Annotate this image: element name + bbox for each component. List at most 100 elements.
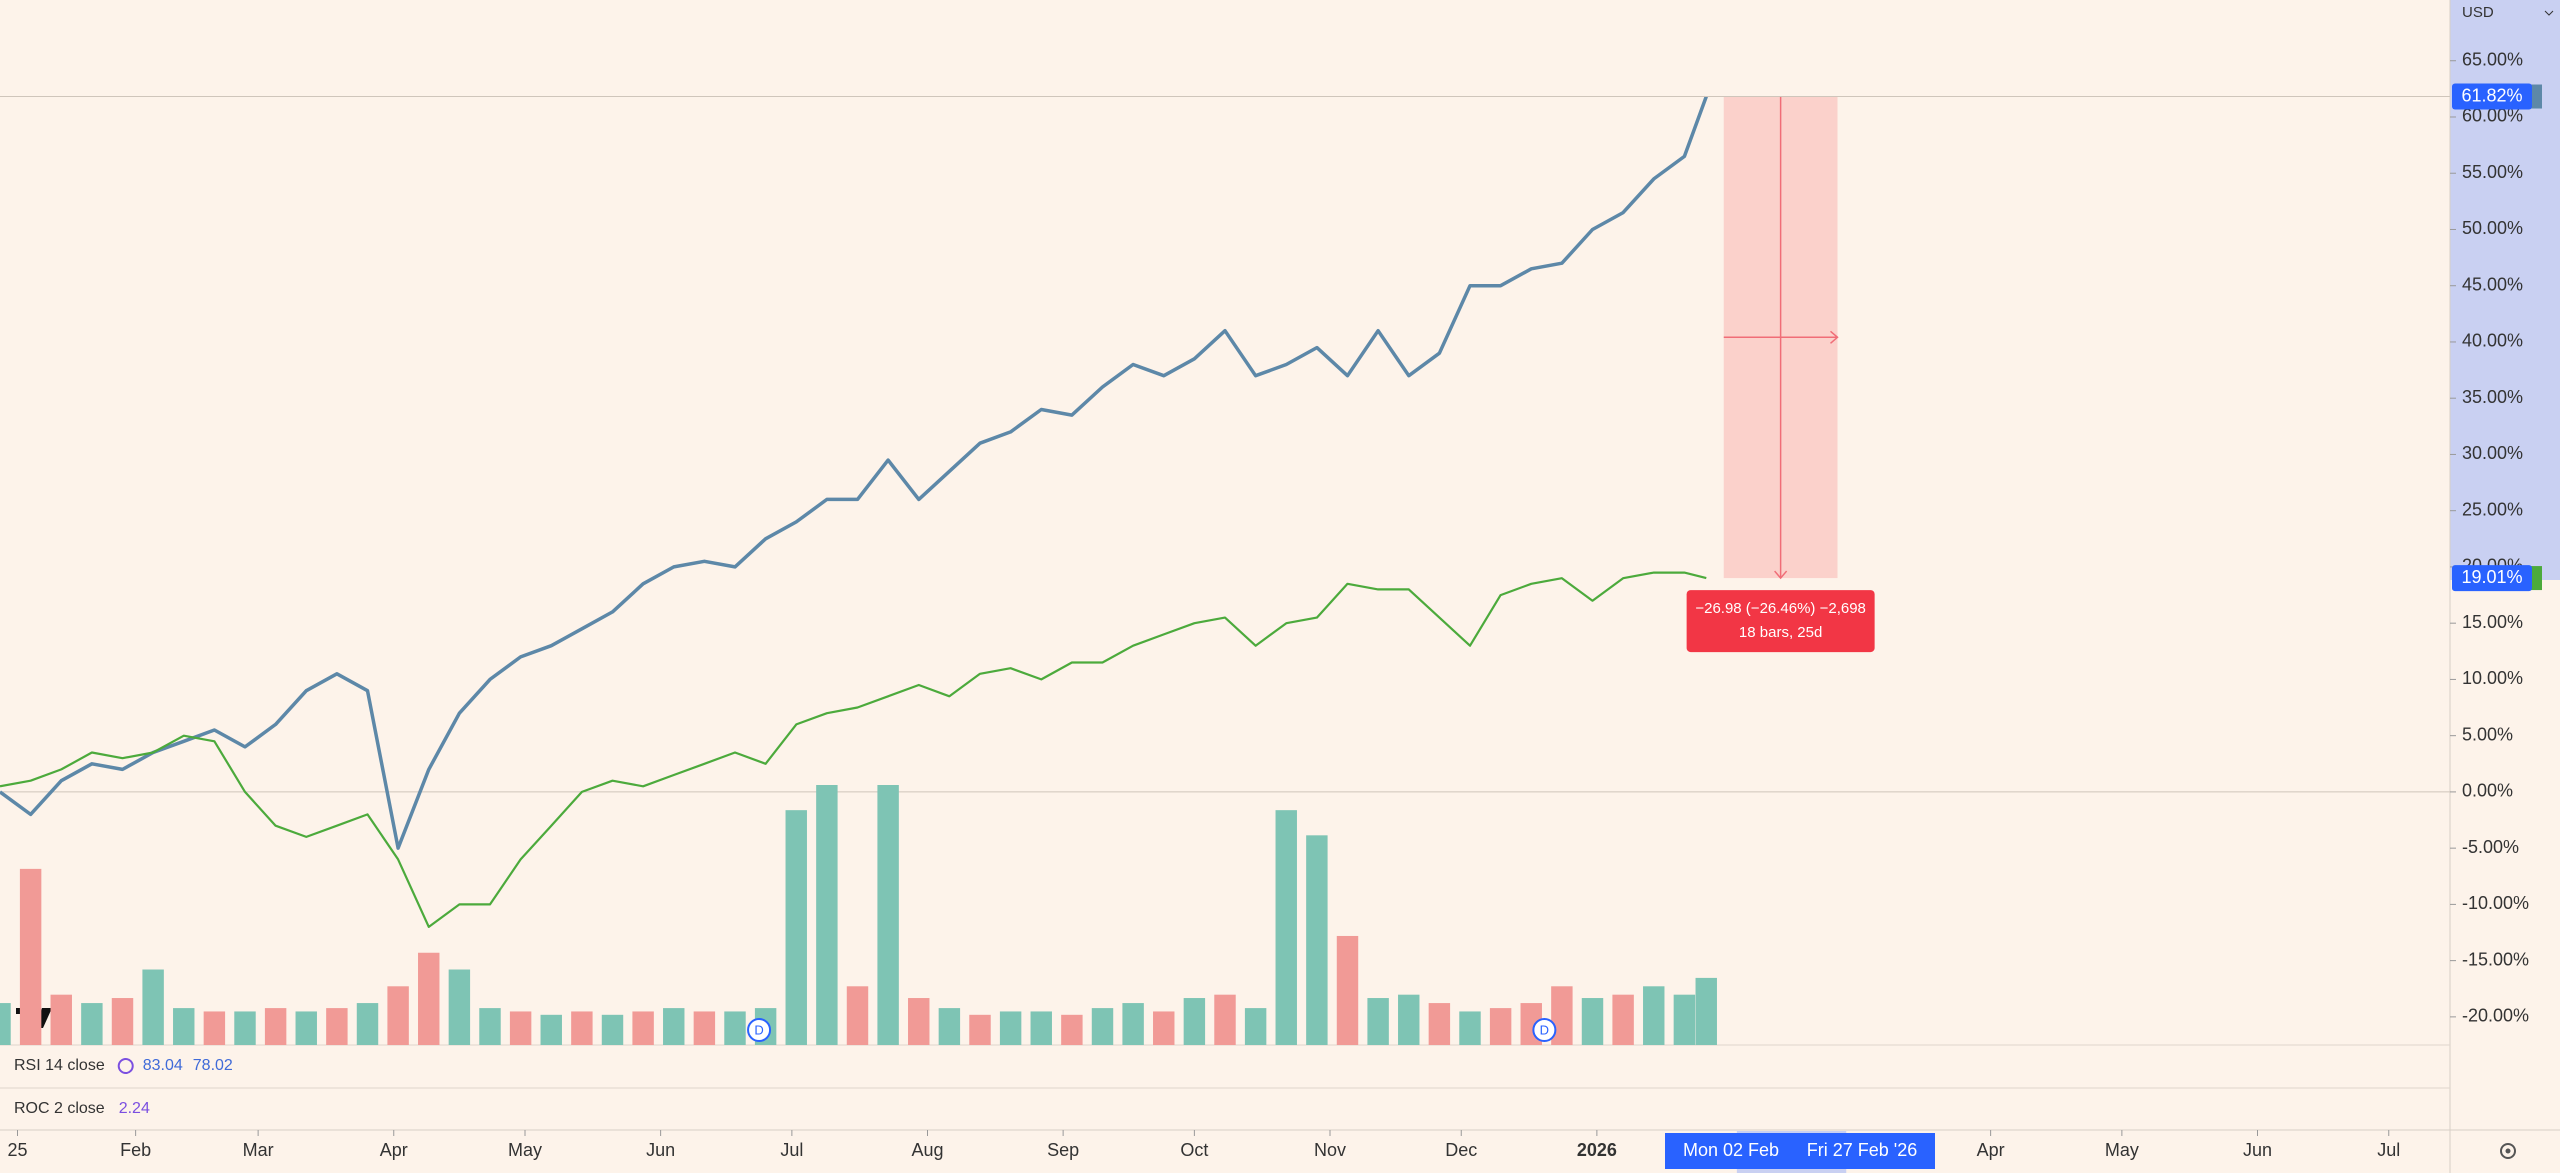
volume-bar bbox=[1489, 1008, 1512, 1045]
volume-bar bbox=[448, 969, 471, 1045]
volume-bar bbox=[111, 998, 134, 1045]
x-tick-label: Jul bbox=[780, 1140, 803, 1160]
event-marker bbox=[1532, 1018, 1557, 1042]
indicator-value: 83.04 bbox=[143, 1057, 183, 1074]
y-tick-label: 45.00% bbox=[2462, 274, 2523, 294]
y-tick-label: 35.00% bbox=[2462, 387, 2523, 407]
volume-bar bbox=[264, 1008, 287, 1045]
volume-bar bbox=[1612, 994, 1634, 1045]
volume-bar bbox=[1673, 994, 1696, 1045]
x-tick-label: May bbox=[2105, 1140, 2139, 1160]
event-label: D bbox=[754, 1022, 763, 1037]
x-tick-label: Sep bbox=[1047, 1140, 1079, 1160]
y-tick-label: 25.00% bbox=[2462, 499, 2523, 519]
measure-label: −26.98 (−26.46%) −2,698 bbox=[1695, 600, 1866, 617]
volume-bar bbox=[203, 1011, 226, 1045]
x-tick-label: Nov bbox=[1314, 1140, 1346, 1160]
volume-bar bbox=[1061, 1014, 1083, 1045]
last-value-label: 19.01% bbox=[2461, 567, 2522, 587]
volume-bar bbox=[908, 998, 930, 1045]
volume-bar bbox=[1122, 1003, 1144, 1045]
measure-arrowhead bbox=[1830, 330, 1839, 344]
y-tick-label: 60.00% bbox=[2462, 106, 2523, 126]
volume-bar bbox=[1695, 977, 1717, 1045]
volume-bar bbox=[816, 785, 838, 1045]
volume-bar bbox=[0, 1003, 11, 1045]
volume-bar bbox=[846, 986, 869, 1045]
x-tick-label: 2026 bbox=[1577, 1140, 1617, 1160]
volume-bar bbox=[1643, 986, 1665, 1045]
volume-bar bbox=[1551, 986, 1573, 1045]
volume-bar bbox=[969, 1014, 991, 1045]
volume-bar bbox=[1275, 810, 1297, 1045]
volume-bar bbox=[1367, 998, 1389, 1045]
volume-bar bbox=[234, 1011, 256, 1045]
y-tick-label: -10.00% bbox=[2462, 893, 2529, 913]
volume-bar bbox=[326, 1008, 348, 1045]
y-tick-label: 10.00% bbox=[2462, 668, 2523, 688]
x-tick-label: Jun bbox=[2243, 1140, 2272, 1160]
y-tick-label: -15.00% bbox=[2462, 949, 2529, 969]
volume-bar bbox=[81, 1003, 103, 1045]
measure-arrowhead bbox=[1774, 570, 1788, 580]
volume-bar bbox=[693, 1011, 716, 1045]
volume-bar bbox=[663, 1008, 685, 1045]
volume-bar bbox=[1214, 994, 1236, 1045]
y-tick-label: 40.00% bbox=[2462, 331, 2523, 351]
event-label: D bbox=[1540, 1022, 1549, 1037]
range-label: Fri 27 Feb '26 bbox=[1807, 1140, 1918, 1160]
volume-bar bbox=[173, 1008, 195, 1045]
last-value-tag bbox=[2452, 83, 2532, 110]
currency-arrow bbox=[2544, 10, 2554, 16]
y-tick-label: 15.00% bbox=[2462, 612, 2523, 632]
currency[interactable]: USD bbox=[2462, 4, 2494, 21]
volume-bar bbox=[1091, 1008, 1114, 1045]
x-tick-label: Apr bbox=[1977, 1140, 2005, 1160]
volume-bar bbox=[877, 785, 899, 1045]
y-tick-label: 5.00% bbox=[2462, 724, 2513, 744]
last-value-label: 61.82% bbox=[2461, 85, 2522, 105]
volume-bar bbox=[509, 1011, 532, 1045]
indicator-value: 78.02 bbox=[193, 1057, 233, 1074]
y-tick-label: 55.00% bbox=[2462, 162, 2523, 182]
volume-bar bbox=[50, 994, 72, 1045]
x-tick-label: Jun bbox=[646, 1140, 675, 1160]
volume-bar bbox=[632, 1011, 654, 1045]
volume-bar bbox=[999, 1011, 1022, 1045]
y-tick-label: 50.00% bbox=[2462, 218, 2523, 238]
volume-bar bbox=[724, 1011, 746, 1045]
measure-label-box bbox=[1686, 590, 1875, 653]
event-marker bbox=[747, 1018, 772, 1042]
measure-label: 18 bars, 25d bbox=[1739, 624, 1822, 641]
last-value-tag bbox=[2452, 565, 2532, 592]
volume-bar bbox=[1581, 998, 1604, 1045]
settings-icon[interactable] bbox=[2500, 1143, 2516, 1159]
volume-bar bbox=[1030, 1011, 1052, 1045]
volume-bar bbox=[571, 1011, 593, 1045]
volume-bar bbox=[1398, 994, 1420, 1045]
volume-bar bbox=[142, 969, 164, 1045]
x-tick-label: Aug bbox=[911, 1140, 943, 1160]
indicator-value: 2.24 bbox=[119, 1100, 150, 1117]
volume-bar bbox=[356, 1003, 379, 1045]
y-tick-label: -5.00% bbox=[2462, 837, 2519, 857]
volume-bar bbox=[1153, 1011, 1175, 1045]
x-tick-label: May bbox=[508, 1140, 542, 1160]
volume-bar bbox=[295, 1011, 317, 1045]
settings-icon-dot bbox=[2505, 1148, 2511, 1154]
indicator-icon bbox=[117, 1058, 134, 1074]
y-tick-label: 0.00% bbox=[2462, 781, 2513, 801]
volume-bar bbox=[1336, 935, 1359, 1045]
indicator-name: ROC 2 close bbox=[14, 1100, 105, 1117]
x-tick-label: Oct bbox=[1180, 1140, 1208, 1160]
volume-bar bbox=[1306, 835, 1328, 1045]
volume-bar bbox=[479, 1008, 501, 1045]
y-tick-label: 30.00% bbox=[2462, 443, 2523, 463]
x-tick-label: Dec bbox=[1445, 1140, 1477, 1160]
volume-bar bbox=[785, 810, 807, 1045]
volume-bar bbox=[387, 986, 409, 1045]
x-tick-label: Mar bbox=[243, 1140, 274, 1160]
x-tick-label: Apr bbox=[380, 1140, 408, 1160]
